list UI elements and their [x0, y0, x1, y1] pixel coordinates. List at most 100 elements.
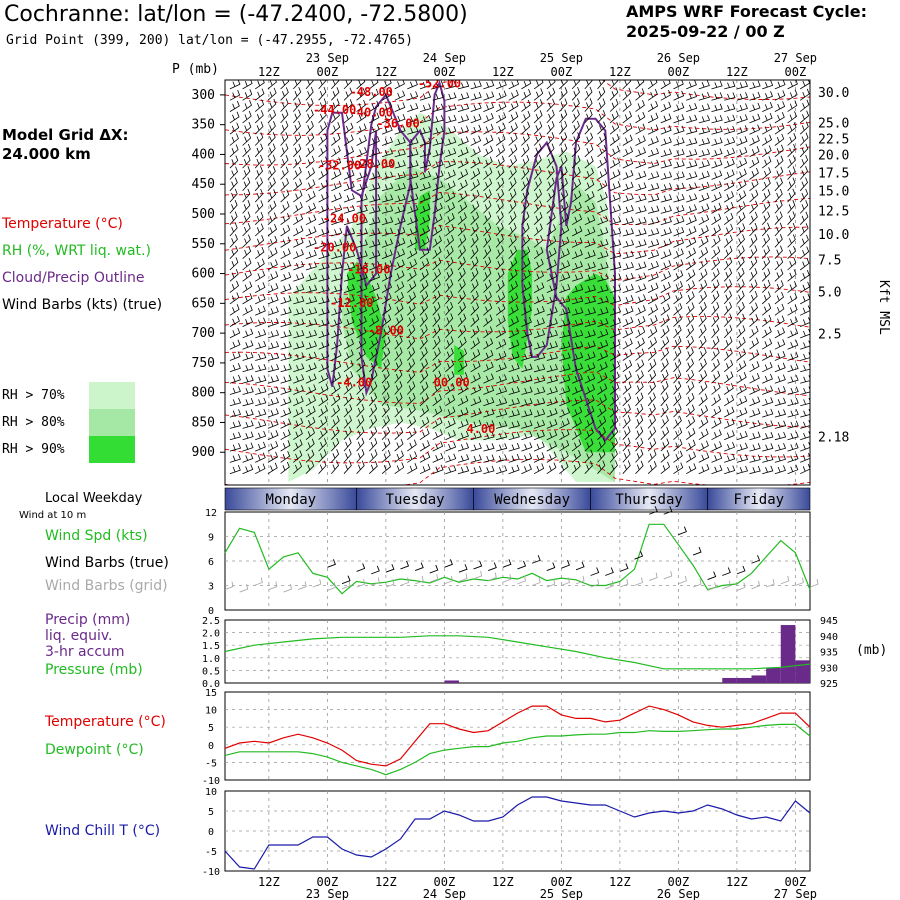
- top-date-label: 26 Sep: [657, 51, 700, 65]
- wind-barb: [432, 148, 444, 158]
- temperature-contour-label: -36.00: [376, 117, 419, 131]
- wind-barb: [774, 454, 787, 463]
- wind-barb: [229, 304, 240, 316]
- wind-barb: [647, 437, 657, 452]
- wind-barb: [419, 440, 430, 452]
- precip-rtick-label: 945: [820, 616, 838, 627]
- wind-barb: [356, 239, 368, 248]
- wind-barb: [495, 454, 508, 463]
- wind-barb: [470, 313, 480, 327]
- wind-barb: [356, 326, 367, 339]
- wind-barb: [356, 123, 367, 135]
- wind-barb: [331, 382, 341, 395]
- wind-barb: [635, 135, 646, 146]
- wind-barb: [546, 283, 558, 293]
- wind-barb: [635, 337, 645, 350]
- wind-barb: [762, 443, 774, 452]
- wind-barb: [774, 245, 783, 259]
- wind-barb: [305, 144, 315, 158]
- wind-barb: [698, 464, 710, 475]
- wind-barb: [331, 273, 343, 282]
- wind-barb: [597, 372, 608, 384]
- wind-barb: [305, 86, 314, 101]
- wind-barb: [229, 177, 238, 192]
- wind-barb: [724, 180, 735, 192]
- wind-barb: [609, 192, 621, 203]
- wind-barb: [267, 235, 278, 248]
- wind-barb: [698, 428, 709, 441]
- wind-barb: [584, 296, 596, 305]
- wind-barb: [521, 281, 532, 293]
- wind-barb: [533, 235, 544, 248]
- wind-barb: [635, 261, 647, 271]
- wind-barb: [736, 114, 748, 124]
- wind-barb: [343, 360, 354, 373]
- wind-barb: [280, 461, 290, 475]
- wind-barb: [331, 284, 343, 293]
- wind-barb: [445, 202, 455, 214]
- wind-barb: [432, 290, 441, 305]
- wind-barb: [293, 260, 305, 271]
- wind-barb: [242, 397, 254, 407]
- wind-barb: [394, 292, 404, 305]
- wind-barb: [229, 431, 242, 441]
- wind-barb: [331, 169, 342, 180]
- temp-ytick-label: -5: [205, 758, 217, 769]
- wind-barb: [242, 453, 254, 463]
- wind-barb: [787, 328, 799, 339]
- wind-barb: [749, 419, 761, 429]
- wind-barb: [647, 336, 657, 350]
- temperature-contour-label: -20.00: [313, 241, 356, 255]
- wind-barb: [293, 439, 303, 452]
- wind-barb: [723, 191, 734, 203]
- wind-barb: [698, 114, 711, 124]
- wind-barb: [331, 415, 340, 429]
- wind-barb: [660, 249, 672, 260]
- wind-barb: [609, 145, 620, 158]
- rh-region-rh90: [346, 261, 386, 369]
- wind-barb: [597, 215, 609, 226]
- wind-barb: [394, 270, 405, 282]
- wind-barb: [318, 427, 328, 440]
- wind-barb: [749, 102, 761, 112]
- wind-barb: [394, 113, 406, 124]
- wind-barb: [508, 464, 520, 475]
- wind-barb: [293, 155, 302, 169]
- wind-barb: [660, 160, 672, 169]
- wind-barb: [584, 226, 596, 237]
- wind-barb: [255, 397, 267, 407]
- wind-barb: [331, 426, 340, 440]
- wind-barb: [787, 166, 796, 180]
- wind-barb: [254, 270, 266, 282]
- wind-barb: [647, 426, 657, 440]
- wind-barb: [305, 249, 317, 260]
- wind-barb: [660, 403, 669, 418]
- wind-barb: [255, 282, 266, 293]
- wind-barb: [470, 419, 482, 429]
- wind-barb: [242, 340, 254, 350]
- wind-barb: [305, 238, 317, 248]
- wind-barb: [762, 350, 773, 361]
- wind-barb: [584, 121, 593, 135]
- temp-ytick-label: 10: [205, 706, 217, 717]
- wind-barb: [711, 290, 720, 305]
- wind-barb: [647, 182, 660, 192]
- wind-barb: [331, 306, 343, 316]
- wind-barb: [470, 267, 479, 282]
- wind-barb: [457, 371, 468, 384]
- wind-barb: [723, 256, 733, 271]
- wind-barb: [736, 372, 747, 384]
- wind-barb: [305, 284, 318, 293]
- wind-barb: [774, 122, 785, 135]
- wind-barb: [369, 449, 378, 463]
- wind-barb: [331, 239, 343, 248]
- wind-barb: [635, 100, 645, 112]
- wind-barb: [445, 191, 456, 203]
- wind-barb: [470, 189, 480, 203]
- wind-barb: [445, 453, 457, 463]
- wind-barb: [647, 136, 659, 146]
- precip-bar: [751, 675, 767, 683]
- wind-barb: [736, 279, 745, 293]
- wind-barb: [622, 122, 633, 135]
- wind-barb: [584, 362, 596, 373]
